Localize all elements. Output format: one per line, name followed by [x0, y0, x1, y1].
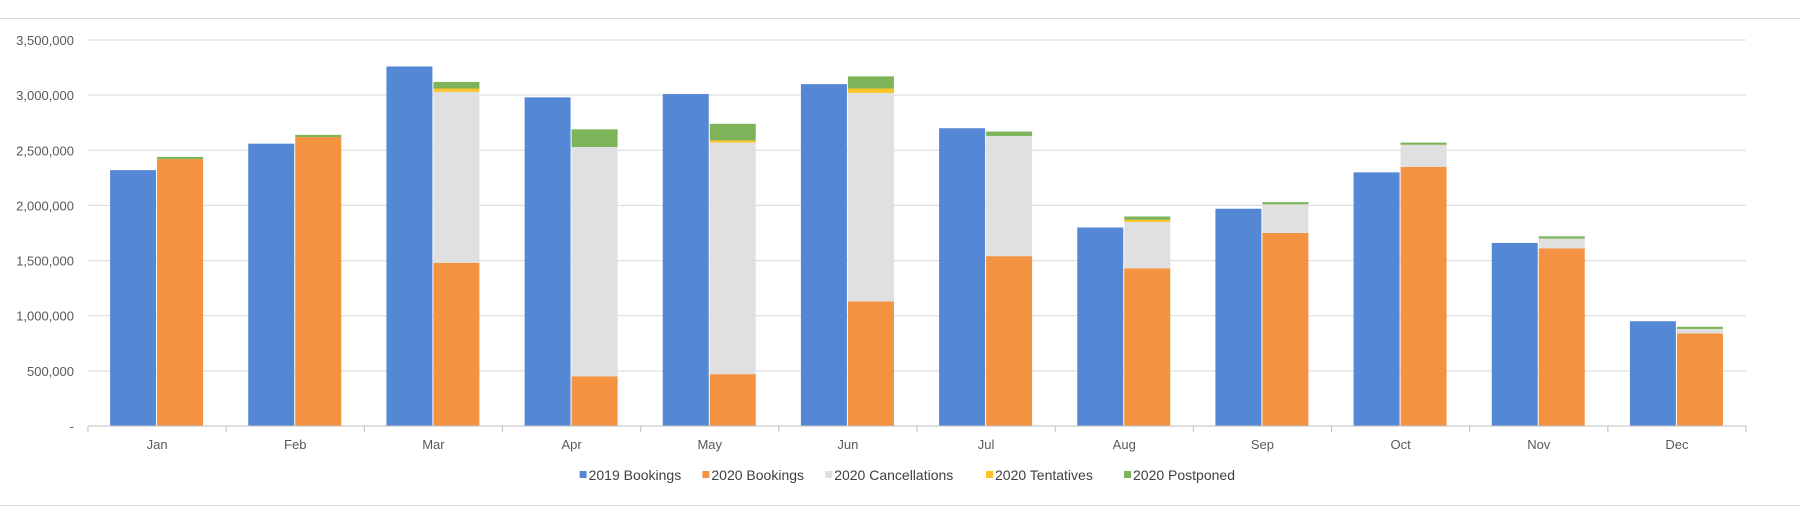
legend-swatch-2020-bookings [702, 471, 710, 478]
legend-label: 2020 Tentatives [995, 467, 1093, 483]
bar-2020-postponed-jul [986, 131, 1033, 136]
y-axis: - 500,000 1,000,000 1,500,000 2,000,000 2,500… [16, 33, 74, 434]
bar-2020-bookings-feb [295, 137, 342, 426]
bar-2020-cancellations-aug [1124, 221, 1171, 269]
y-tick-label: 3,000,000 [16, 88, 74, 103]
bar-2020-tentatives-may [709, 140, 756, 143]
bar-2019-bookings-jul [939, 128, 986, 426]
bar-2020-bookings-apr [571, 376, 618, 426]
bar-2020-postponed-sep [1262, 202, 1309, 205]
bars [110, 66, 1723, 427]
x-tick-label: Oct [1390, 437, 1411, 452]
bar-2020-cancellations-dec [1676, 328, 1723, 334]
bar-2019-bookings-dec [1629, 321, 1676, 426]
bar-2019-bookings-sep [1215, 208, 1262, 426]
x-tick-label: May [697, 437, 722, 452]
bar-2020-tentatives-mar [433, 88, 480, 92]
bar-2019-bookings-nov [1491, 242, 1538, 426]
bar-2020-bookings-aug [1124, 268, 1171, 426]
bar-2020-postponed-jan [157, 156, 204, 160]
bar-2020-bookings-nov [1538, 248, 1585, 426]
bar-2020-cancellations-sep [1262, 204, 1309, 233]
gridlines [88, 39, 1746, 372]
bar-2020-cancellations-may [709, 142, 756, 375]
legend-label: 2020 Cancellations [834, 467, 953, 483]
legend-swatch-2019-bookings [579, 471, 587, 478]
bar-2020-postponed-apr [571, 129, 618, 147]
x-tick-label: Jul [978, 437, 995, 452]
bar-2020-cancellations-jul [986, 135, 1033, 257]
x-tick-label: Mar [422, 437, 445, 452]
x-tick-label: Nov [1527, 437, 1551, 452]
bar-2020-bookings-mar [433, 262, 480, 426]
bar-2020-bookings-sep [1262, 233, 1309, 426]
bar-2020-postponed-oct [1400, 142, 1447, 145]
legend-label: 2019 Bookings [589, 467, 682, 483]
bar-2019-bookings-apr [524, 97, 571, 426]
bar-2020-postponed-mar [433, 81, 480, 89]
chart-frame [0, 18, 1800, 506]
x-tick-label: Jan [147, 437, 168, 452]
bar-2019-bookings-jun [800, 84, 847, 426]
x-tick-label: Jun [837, 437, 858, 452]
bar-2019-bookings-may [662, 94, 709, 426]
bar-2020-postponed-feb [295, 134, 342, 138]
x-tick-label: Feb [284, 437, 306, 452]
x-axis: Jan Feb Mar Apr May Jun Jul Aug Sep Oct Nov Dec [87, 425, 1747, 452]
y-tick-label: 2,000,000 [16, 198, 74, 213]
bar-2020-tentatives-jun [847, 88, 894, 93]
bar-2020-bookings-jun [847, 301, 894, 426]
bar-2020-postponed-may [709, 123, 756, 141]
y-tick-label: - [70, 419, 74, 434]
legend-label: 2020 Postponed [1133, 467, 1235, 483]
bar-2019-bookings-oct [1353, 172, 1400, 426]
bar-2020-postponed-aug [1124, 216, 1171, 220]
x-tick-label: Apr [561, 437, 582, 452]
bar-2020-tentatives-aug [1124, 219, 1171, 222]
bar-2020-cancellations-apr [571, 146, 618, 377]
bar-2020-cancellations-nov [1538, 238, 1585, 249]
y-tick-label: 1,500,000 [16, 254, 74, 269]
bar-2020-bookings-dec [1676, 333, 1723, 426]
bar-2020-postponed-nov [1538, 236, 1585, 239]
bar-2020-cancellations-oct [1400, 144, 1447, 167]
bar-2020-bookings-jan [157, 159, 204, 426]
bar-2020-bookings-oct [1400, 166, 1447, 427]
bar-2020-postponed-dec [1676, 326, 1723, 329]
bar-2019-bookings-aug [1077, 227, 1124, 426]
legend-swatch-2020-postponed [1124, 471, 1131, 478]
bar-2020-cancellations-mar [433, 91, 480, 263]
bar-2019-bookings-feb [248, 143, 295, 426]
y-tick-label: 1,000,000 [16, 309, 74, 324]
legend: 2019 Bookings 2020 Bookings 2020 Cancellat… [579, 467, 1235, 483]
x-tick-label: Dec [1665, 437, 1689, 452]
legend-swatch-2020-tentatives [986, 471, 993, 478]
x-tick-label: Sep [1251, 437, 1274, 452]
legend-label: 2020 Bookings [711, 467, 804, 483]
bar-2020-cancellations-jun [847, 92, 894, 302]
bar-2019-bookings-mar [386, 66, 433, 427]
x-tick-label: Aug [1113, 437, 1136, 452]
bar-2019-bookings-jan [110, 170, 157, 426]
bar-2020-postponed-jun [847, 76, 894, 89]
y-tick-label: 500,000 [27, 364, 74, 379]
y-tick-label: 3,500,000 [16, 33, 74, 48]
y-tick-label: 2,500,000 [16, 143, 74, 158]
legend-swatch-2020-cancellations [825, 471, 833, 478]
bar-2020-bookings-jul [986, 256, 1033, 426]
bar-2020-bookings-may [709, 374, 756, 426]
